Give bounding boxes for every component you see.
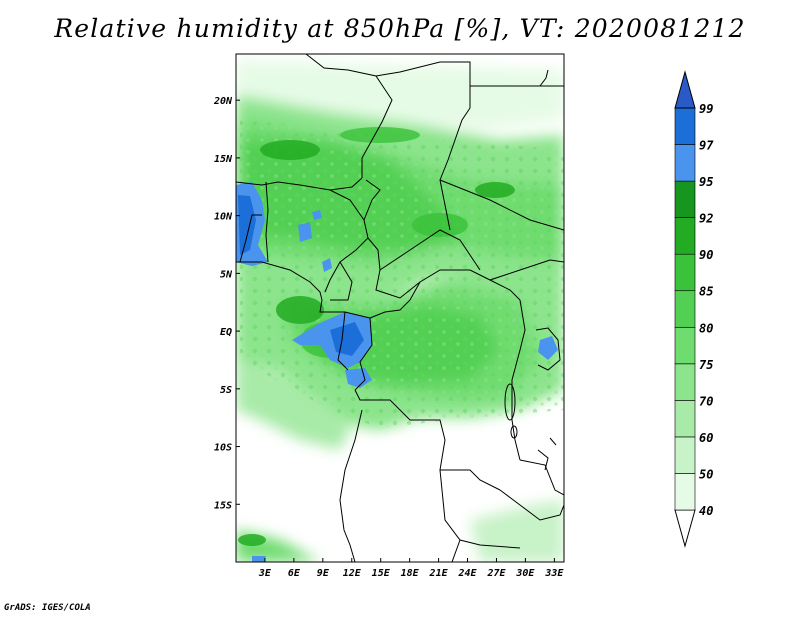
y-tick-label: EQ	[220, 327, 232, 338]
colorbar-segment	[674, 107, 696, 145]
colorbar-level-label: 92	[699, 212, 713, 226]
colorbar-segment	[674, 326, 696, 365]
x-tick-label: 24E	[457, 568, 477, 579]
colorbar-segment	[674, 144, 696, 182]
colorbar-segment	[674, 363, 696, 401]
colorbar-segment	[674, 290, 696, 328]
colorbar-level-label: 60	[699, 431, 713, 445]
colorbar-segment	[674, 253, 696, 292]
x-tick-label: 30E	[515, 568, 535, 579]
colorbar-segment	[674, 473, 696, 511]
colorbar-under-arrow	[674, 509, 696, 548]
y-axis: 20N 15N 10N 5N EQ 5S 10S 15S	[213, 96, 240, 511]
x-axis: 3E 6E 9E 12E 15E 18E 21E 24E 27E 30E 33E	[258, 558, 564, 579]
saturation-cores	[236, 182, 558, 562]
colorbar-level-label: 99	[699, 102, 713, 116]
x-tick-label: 12E	[343, 568, 362, 579]
colorbar-level-label: 75	[699, 358, 713, 372]
x-tick-label: 21E	[429, 568, 449, 579]
x-tick-label: 33E	[544, 568, 564, 579]
colorbar-segment	[674, 436, 696, 474]
x-tick-label: 18E	[401, 568, 420, 579]
colorbar-segment	[674, 400, 696, 438]
colorbar-level-label: 95	[699, 175, 713, 189]
y-tick-label: 10S	[214, 443, 232, 454]
colorbar-segment	[674, 217, 696, 255]
colorbar-level-label: 85	[699, 285, 713, 299]
colorbar-level-label: 80	[699, 321, 713, 335]
colorbar-level-label: 70	[699, 394, 713, 408]
colorbar-over-arrow	[674, 70, 696, 109]
country-borders	[236, 54, 564, 562]
y-tick-label: 5N	[220, 269, 233, 280]
colorbar-level-label: 50	[699, 467, 713, 481]
x-tick-label: 9E	[317, 568, 330, 579]
x-tick-label: 6E	[288, 568, 301, 579]
rh-field	[236, 54, 564, 562]
grads-credit: GrADS: IGES/COLA	[4, 603, 91, 613]
y-tick-label: 20N	[213, 96, 233, 107]
x-tick-label: 27E	[486, 568, 506, 579]
colorbar: 40 50 60 70 75 80 85 90 92 95 97 99	[674, 70, 714, 548]
colorbar-segment	[674, 180, 696, 218]
map-frame	[235, 53, 565, 563]
chart-title: Relative humidity at 850hPa [%], VT: 202…	[54, 14, 746, 43]
y-tick-label: 5S	[220, 385, 232, 396]
x-tick-label: 15E	[372, 568, 391, 579]
colorbar-level-label: 40	[699, 504, 713, 518]
colorbar-level-label: 90	[699, 248, 713, 262]
colorbar-level-label: 97	[699, 139, 714, 153]
x-tick-label: 3E	[258, 568, 272, 579]
y-tick-label: 10N	[214, 212, 233, 223]
y-tick-label: 15S	[214, 500, 232, 511]
y-tick-label: 15N	[214, 154, 233, 165]
